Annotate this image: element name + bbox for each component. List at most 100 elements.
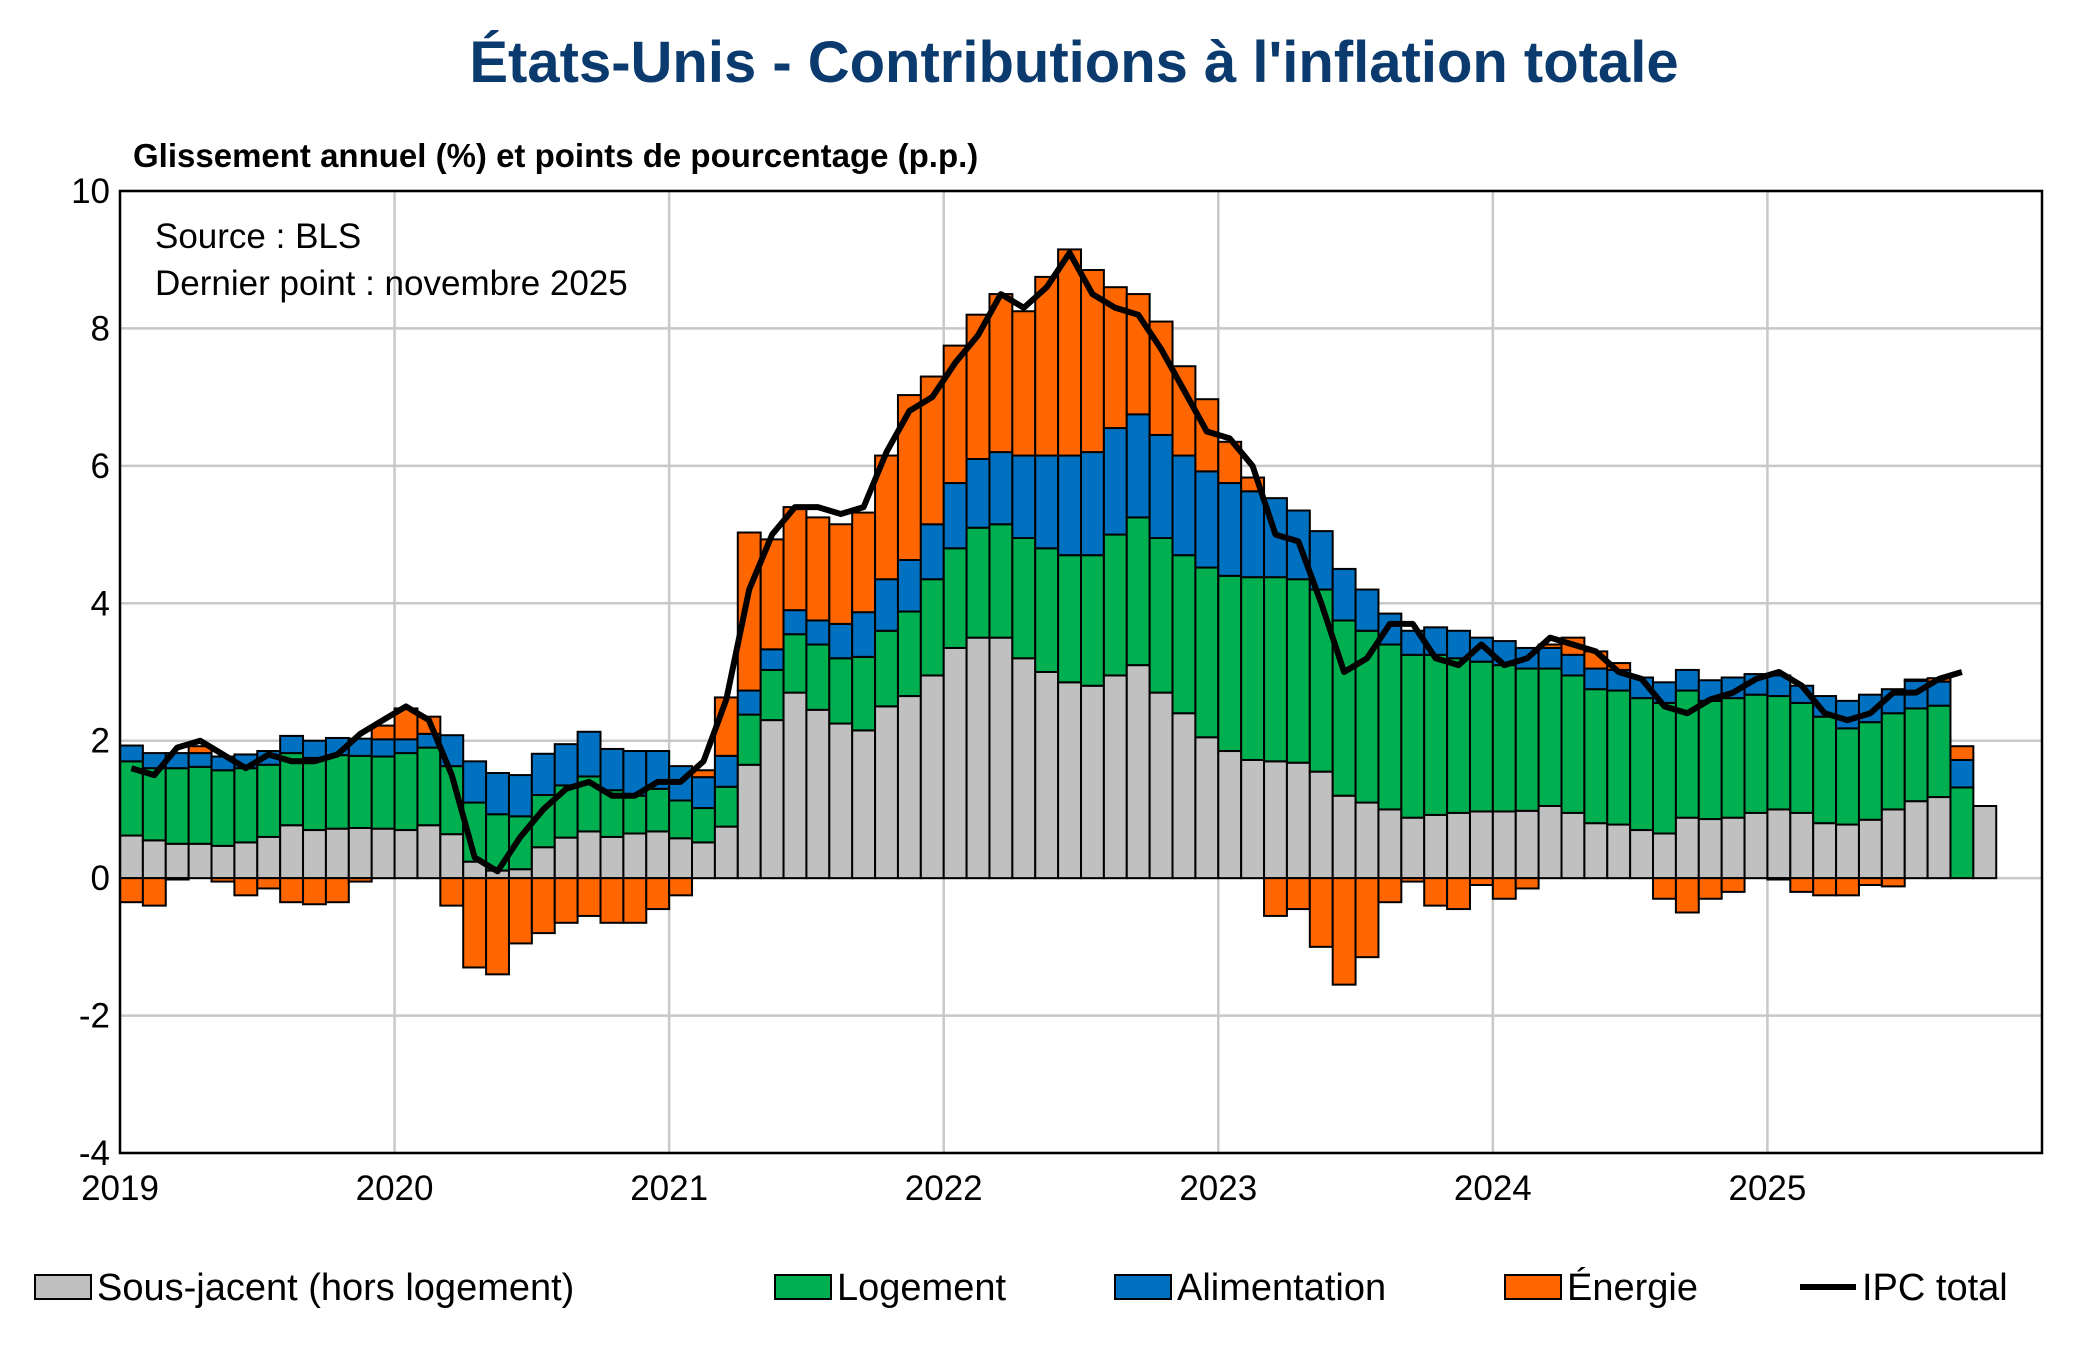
bar-logement: [1102, 533, 1128, 677]
y-axis-ticks: 10 8 6 4 2 0 -2 -4: [71, 172, 110, 1173]
x-axis-ticks: 2019 2020 2021 2022 2023 2024 2025: [81, 1169, 1806, 1208]
bar-logement: [1423, 653, 1449, 816]
bar-logement: [645, 787, 671, 833]
bar-sous-jacent-hors-logement-: [1537, 804, 1563, 880]
y-tick-label: 10: [71, 172, 110, 211]
bar-alimentation: [988, 451, 1014, 526]
x-tick-label: 2021: [630, 1169, 708, 1208]
y-tick-label: 0: [91, 859, 110, 898]
bar-logement: [942, 547, 968, 649]
bar-logement: [1720, 697, 1746, 819]
bar-logement: [759, 668, 785, 722]
bar-sous-jacent-hors-logement-: [1194, 736, 1220, 880]
legend-label: Sous-jacent (hors logement): [97, 1267, 574, 1309]
bar-sous-jacent-hors-logement-: [1400, 816, 1426, 880]
bar-logement: [1171, 554, 1197, 715]
source-note: Source : BLS: [155, 217, 361, 256]
bar-sous-jacent-hors-logement-: [1354, 801, 1380, 880]
bar-logement: [1491, 664, 1517, 813]
bar-logement: [1011, 537, 1037, 660]
bar-logement: [324, 754, 350, 830]
bar--nergie: [1812, 877, 1838, 897]
bar-logement: [233, 767, 259, 844]
bar-logement: [691, 807, 716, 844]
bar-alimentation: [919, 523, 945, 581]
bar--nergie: [1835, 877, 1860, 897]
bar--nergie: [256, 877, 282, 890]
bar--nergie: [576, 877, 602, 917]
bar--nergie: [119, 877, 144, 904]
bar-logement: [1194, 566, 1220, 739]
bar-alimentation: [942, 482, 968, 550]
x-tick-label: 2019: [81, 1169, 159, 1208]
y-tick-label: -2: [79, 997, 110, 1036]
bar-logement: [256, 763, 282, 838]
bar--nergie: [1766, 877, 1792, 881]
bar-alimentation: [1331, 567, 1357, 622]
bar-logement: [1949, 786, 1975, 880]
bar-logement: [1080, 554, 1105, 687]
bar--nergie: [1011, 310, 1037, 457]
bar-logement: [1560, 674, 1586, 814]
bars: [119, 248, 1998, 986]
bar--nergie: [1400, 877, 1426, 883]
bar-logement: [347, 754, 373, 829]
bar-logement: [1285, 578, 1311, 764]
bar--nergie: [553, 877, 579, 924]
bar-logement: [187, 765, 213, 845]
bar-sous-jacent-hors-logement-: [119, 834, 144, 880]
bar-sous-jacent-hors-logement-: [1011, 657, 1037, 880]
bar-alimentation: [1240, 490, 1266, 579]
bar-logement: [1903, 707, 1929, 803]
bar-logement: [919, 578, 945, 677]
bar-sous-jacent-hors-logement-: [370, 827, 396, 880]
x-tick-label: 2022: [905, 1169, 983, 1208]
bar-sous-jacent-hors-logement-: [302, 829, 327, 880]
bar-logement: [1926, 704, 1952, 799]
bar-logement: [1125, 516, 1151, 667]
bar--nergie: [1446, 877, 1471, 911]
bar-sous-jacent-hors-logement-: [805, 708, 831, 880]
bar-alimentation: [1949, 758, 1975, 789]
bar-logement: [141, 767, 167, 842]
bar-logement: [1308, 588, 1334, 773]
bar-sous-jacent-hors-logement-: [1080, 684, 1105, 880]
bar--nergie: [1949, 745, 1975, 761]
bar-logement: [622, 794, 648, 835]
bar--nergie: [1331, 877, 1357, 986]
bar-alimentation: [553, 743, 579, 787]
bar-alimentation: [759, 648, 785, 671]
bar-alimentation: [370, 738, 396, 758]
bar-alimentation: [1034, 454, 1060, 550]
bar-logement: [1034, 547, 1060, 673]
bar-logement: [370, 755, 396, 830]
bar-logement: [988, 523, 1014, 639]
legend-label: Énergie: [1567, 1266, 1698, 1309]
bar--nergie: [1377, 877, 1403, 904]
bar-sous-jacent-hors-logement-: [507, 868, 533, 880]
bar-sous-jacent-hors-logement-: [1926, 796, 1952, 880]
bar-alimentation: [576, 730, 602, 778]
bar-sous-jacent-hors-logement-: [942, 646, 968, 880]
bar-logement: [1857, 721, 1883, 821]
bar-alimentation: [805, 619, 831, 646]
legend-label: Logement: [837, 1267, 1006, 1309]
bar-alimentation: [1011, 454, 1037, 540]
bar-sous-jacent-hors-logement-: [553, 836, 579, 880]
bar-sous-jacent-hors-logement-: [1102, 674, 1128, 880]
bar-sous-jacent-hors-logement-: [1285, 761, 1311, 880]
bar--nergie: [1880, 877, 1906, 888]
bar-alimentation: [302, 739, 327, 759]
bar-logement: [393, 752, 419, 832]
bar-sous-jacent-hors-logement-: [393, 829, 419, 880]
bar-sous-jacent-hors-logement-: [1125, 664, 1151, 880]
bar--nergie: [1423, 877, 1449, 907]
bar--nergie: [1720, 877, 1746, 893]
bar-sous-jacent-hors-logement-: [1583, 822, 1609, 880]
bar-sous-jacent-hors-logement-: [1057, 681, 1082, 880]
x-tick-label: 2023: [1179, 1169, 1257, 1208]
bar--nergie: [210, 877, 236, 883]
bar-sous-jacent-hors-logement-: [1423, 813, 1449, 880]
bar--nergie: [530, 877, 556, 935]
bar-sous-jacent-hors-logement-: [1903, 800, 1929, 880]
